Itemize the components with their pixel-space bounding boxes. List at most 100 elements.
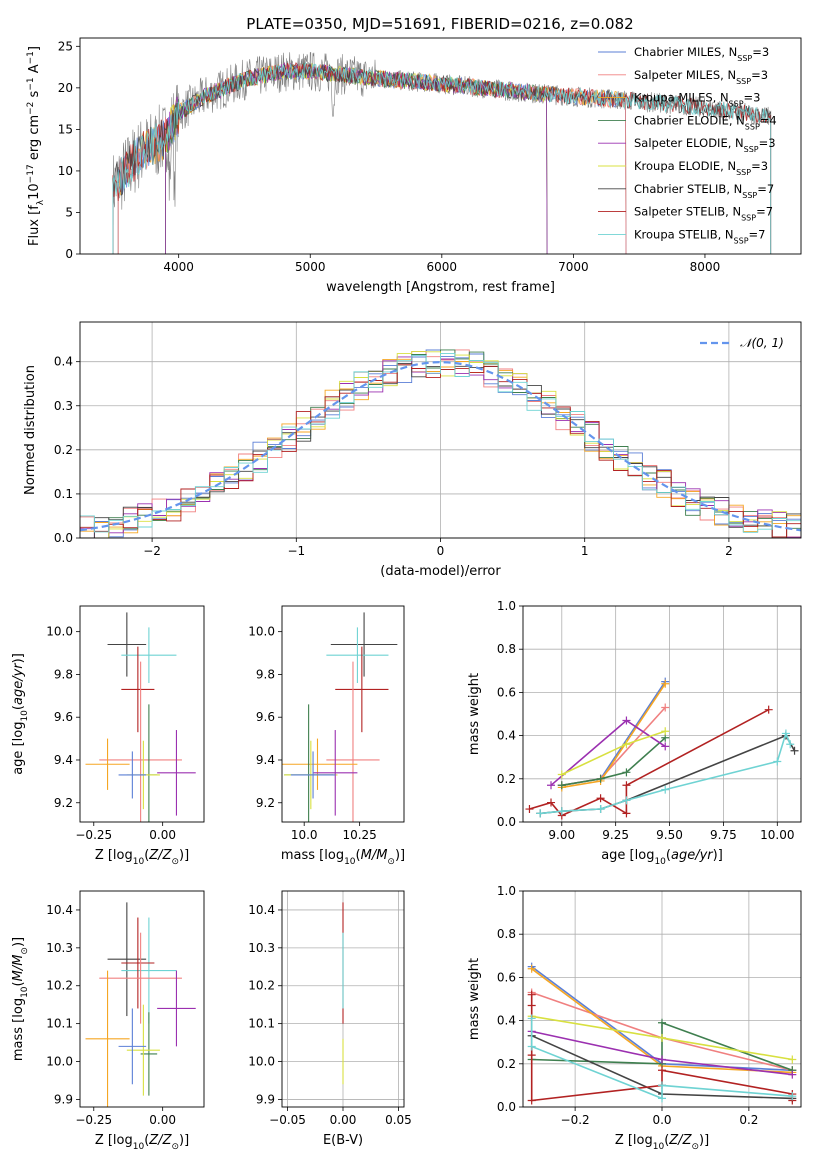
data-point (781, 729, 790, 738)
x-tick-label: −0.25 (75, 1113, 112, 1127)
data-point (547, 798, 556, 807)
panel-2: −2 −1 0 1 2 0.0 0.1 0.2 0.3 0.4 (data-model)/error… (23, 321, 802, 579)
legend-entry: Salpeter MILES, NSSP=3 (634, 68, 768, 86)
axes-frame (522, 890, 802, 1108)
axes-frame (79, 321, 802, 539)
y-tick-label: 10.0 (248, 625, 275, 639)
x-axis-label: age [log10(age/yr)] (601, 848, 723, 867)
x-tick-label: 0.05 (385, 1113, 412, 1127)
data-point (661, 727, 670, 736)
y-axis-label: Flux [fλ10−17 erg cm−2 s−1 A−1] (26, 46, 46, 246)
y-tick-label: 25 (58, 39, 73, 53)
y-tick-label: 0.4 (497, 1014, 516, 1028)
data-point (658, 1055, 666, 1064)
data-point (596, 774, 605, 783)
y-tick-label: 1.0 (497, 599, 516, 613)
x-axis-label: Z [log10(Z/Z⊙)] (95, 1133, 189, 1152)
y-tick-label: 9.9 (256, 1092, 275, 1106)
y-tick-label: 0.3 (54, 399, 73, 413)
y-tick-label: 0.8 (497, 642, 516, 656)
data-point (557, 770, 566, 779)
plot-area (525, 677, 799, 820)
mass-weight-line (561, 737, 666, 787)
data-point (764, 705, 773, 714)
model-spectrum (112, 61, 772, 254)
data-point (661, 785, 670, 794)
y-tick-label: 20 (58, 81, 73, 95)
y-tick-label: 9.2 (256, 796, 275, 810)
y-tick-label: 0.2 (54, 443, 73, 457)
data-point (596, 805, 605, 814)
data-point (773, 757, 782, 766)
data-point (557, 807, 566, 816)
x-tick-label: 2 (725, 544, 733, 558)
data-point (536, 809, 545, 818)
legend-entry: Chabrier MILES, NSSP=3 (634, 45, 769, 63)
data-point (658, 1066, 666, 1075)
panel-3: −0.25 0.00 9.2 9.4 9.6 9.8 10.0 Z [log10(Z/Z⊙)]… (11, 605, 205, 867)
x-tick-label: 4000 (163, 260, 194, 274)
data-point (622, 796, 631, 805)
data-point (527, 1014, 536, 1023)
y-tick-label: 10.0 (46, 625, 73, 639)
y-tick-label: 0.2 (497, 1057, 516, 1071)
data-point (527, 990, 536, 999)
x-tick-label: 10.00 (760, 828, 794, 842)
data-point (527, 1042, 536, 1051)
y-tick-label: 10.2 (46, 979, 73, 993)
data-point (622, 768, 631, 777)
y-tick-label: 9.9 (54, 1092, 73, 1106)
data-point (527, 1096, 536, 1105)
y-tick-label: 10.1 (248, 1017, 275, 1031)
y-tick-label: 10.4 (248, 903, 275, 917)
x-tick-label: −0.05 (269, 1113, 306, 1127)
legend-entry: Chabrier ELODIE, NSSP=4 (634, 113, 777, 130)
data-point (622, 781, 631, 790)
y-tick-label: 1.0 (497, 884, 516, 898)
data-point (788, 1092, 797, 1101)
y-tick-label: 9.2 (54, 796, 73, 810)
panel-1: 4000 5000 6000 7000 8000 0 5 10 15 20 25 wavelength… (26, 37, 802, 295)
y-tick-label: 0.0 (497, 1100, 516, 1114)
axes-frame (522, 605, 802, 823)
panel-4: 10.0 10.25 9.2 9.4 9.6 9.8 10.0 mass [log10(M/M… (248, 605, 405, 867)
data-point (527, 1001, 536, 1010)
legend-entry: Kroupa MILES, NSSP=3 (634, 91, 760, 109)
data-point (661, 679, 670, 688)
x-tick-label: 0.00 (149, 1113, 176, 1127)
data-point (788, 1070, 797, 1079)
y-tick-label: 0.6 (497, 685, 516, 699)
x-tick-label: 9.50 (656, 828, 683, 842)
data-point (622, 740, 631, 749)
legend-entry: Salpeter ELODIE, NSSP=3 (634, 136, 776, 154)
data-point (547, 781, 556, 790)
x-tick-label: 10.25 (342, 828, 376, 842)
y-tick-label: 5 (65, 205, 73, 219)
axes-frame (79, 890, 205, 1108)
data-point (622, 809, 631, 818)
data-point (786, 740, 795, 749)
y-tick-label: 0.0 (54, 531, 73, 545)
y-tick-label: 9.8 (256, 667, 275, 681)
y-tick-label: 9.4 (256, 753, 275, 767)
panel-5: 9.00 9.25 9.50 9.75 10.00 0.0 0.2 0.4 0.6 0.8 1.0 a… (467, 599, 802, 867)
x-axis-label: wavelength [Angstrom, rest frame] (326, 280, 555, 295)
x-tick-label: 9.25 (602, 828, 629, 842)
axes-frame (79, 37, 802, 255)
x-tick-label: 0.00 (149, 828, 176, 842)
data-point (525, 805, 534, 814)
y-tick-label: 9.6 (256, 710, 275, 724)
x-tick-label: 8000 (690, 260, 721, 274)
y-tick-label: 9.8 (54, 667, 73, 681)
plot-area (282, 612, 398, 822)
data-point (661, 703, 670, 712)
legend-entry: Chabrier STELIB, NSSP=7 (634, 182, 774, 200)
y-tick-label: 9.6 (54, 710, 73, 724)
data-point (557, 781, 566, 790)
data-point (658, 1033, 666, 1042)
x-tick-label: 9.00 (548, 828, 575, 842)
plot-area (527, 962, 797, 1105)
normal-curve (80, 360, 801, 532)
legend-entry: Salpeter STELIB, NSSP=7 (634, 205, 773, 223)
figure-title: PLATE=0350, MJD=51691, FIBERID=0216, z=0… (246, 15, 633, 33)
